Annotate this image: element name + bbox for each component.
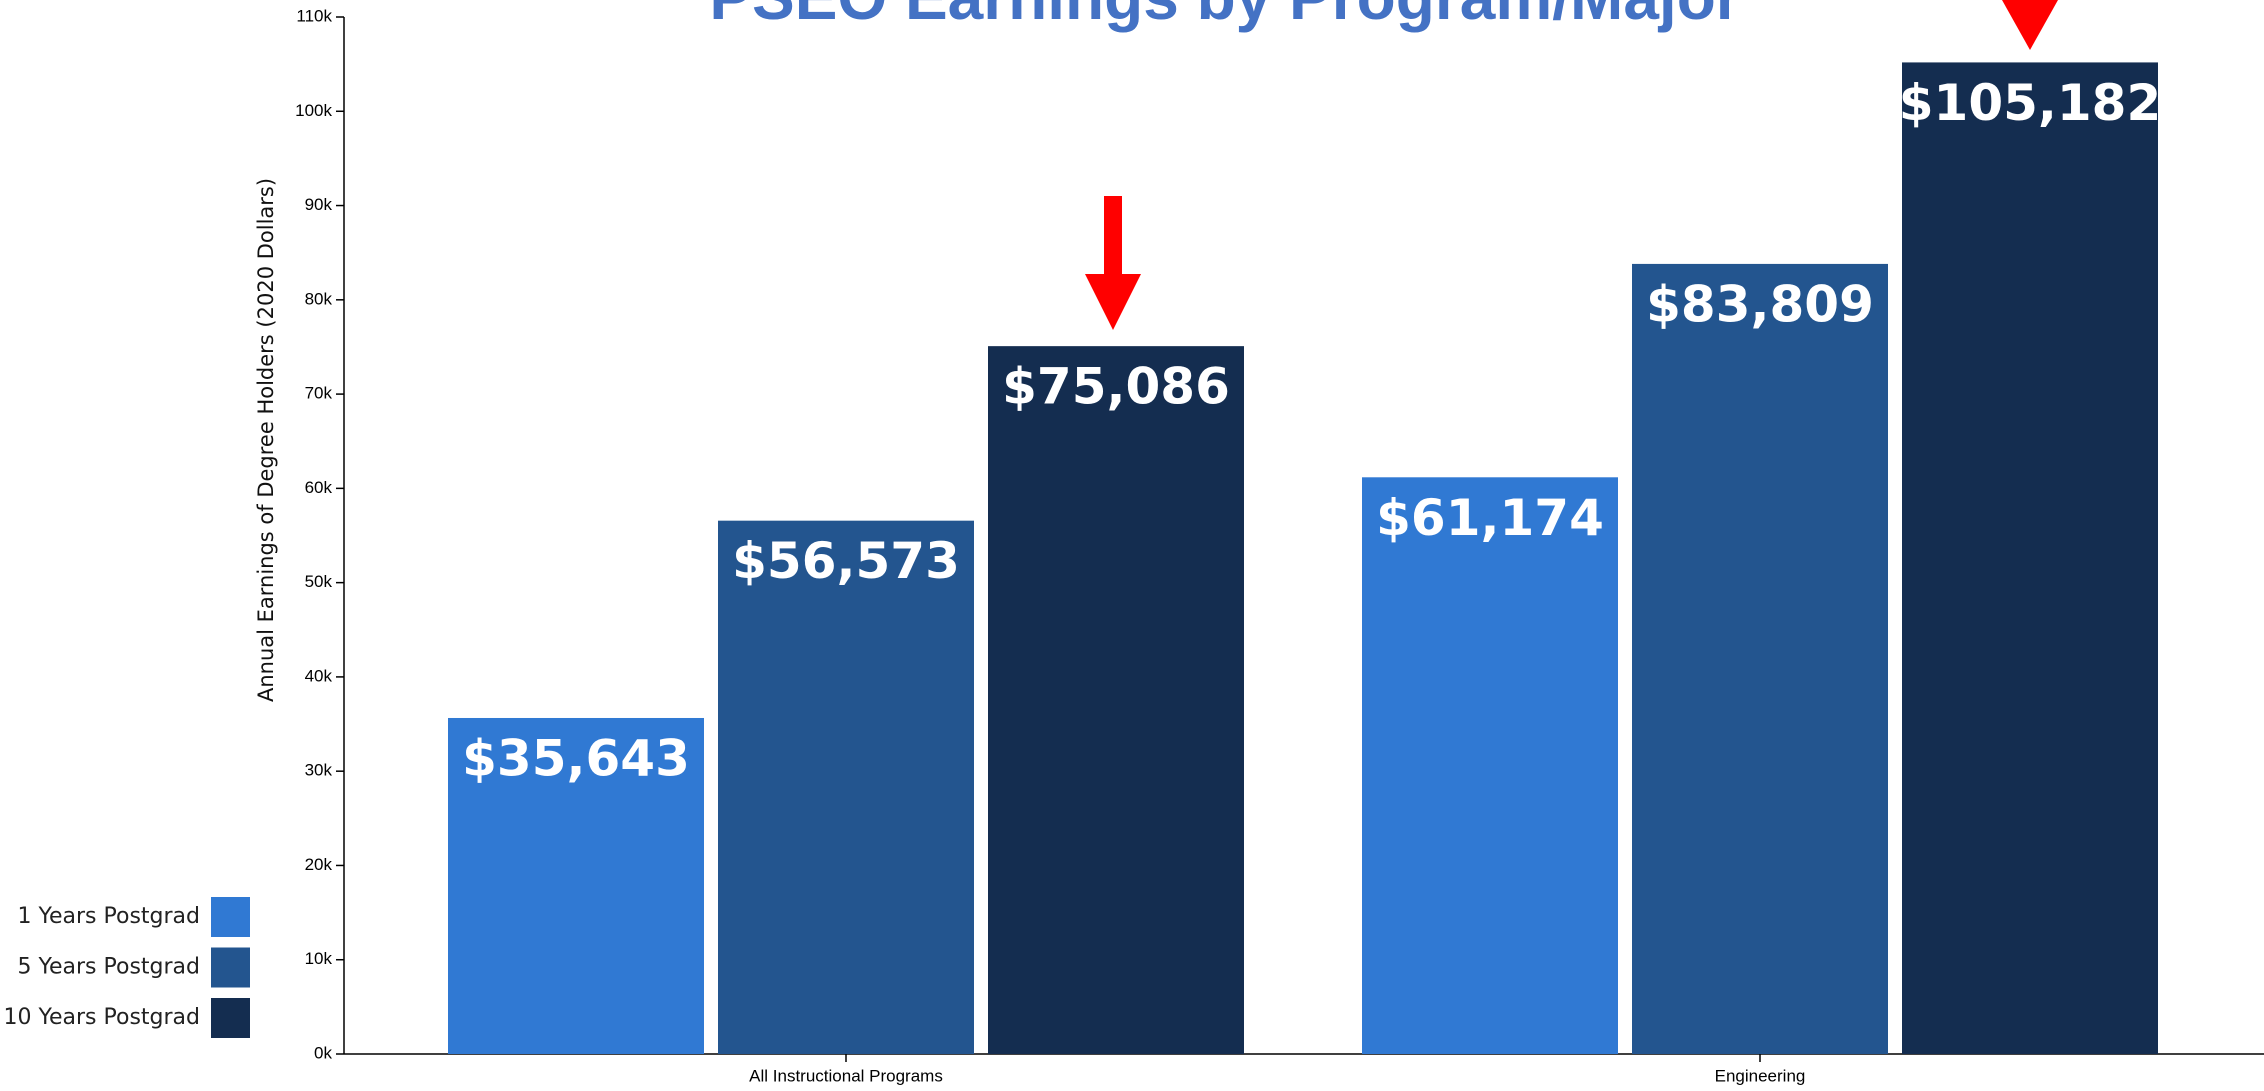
chart-title: PSEO Earnings by Program/Major xyxy=(709,0,1740,33)
legend-swatch xyxy=(211,947,250,988)
y-tick-label: 40k xyxy=(305,666,333,685)
value-label: $35,643 xyxy=(462,729,690,787)
value-label: $83,809 xyxy=(1646,275,1874,333)
y-tick-label: 70k xyxy=(305,384,333,403)
value-label: $56,573 xyxy=(732,532,960,590)
bar xyxy=(1632,263,1888,1055)
x-tick-label: All Instructional Programs xyxy=(749,1066,943,1085)
y-tick-label: 10k xyxy=(305,949,333,968)
legend-label: 10 Years Postgrad xyxy=(3,1005,200,1030)
value-label: $75,086 xyxy=(1002,358,1230,416)
y-tick-label: 60k xyxy=(305,478,333,497)
bar xyxy=(718,520,974,1054)
value-label: $61,174 xyxy=(1376,489,1604,547)
legend-label: 1 Years Postgrad xyxy=(17,904,200,929)
y-tick-label: 110k xyxy=(296,6,332,25)
y-tick-label: 100k xyxy=(295,101,332,120)
legend-swatch xyxy=(211,998,250,1038)
y-tick-label: 20k xyxy=(305,855,333,874)
y-axis-label: Annual Earnings of Degree Holders (2020 … xyxy=(254,178,278,702)
annotation-arrow xyxy=(2002,0,2058,50)
bar xyxy=(448,717,704,1054)
y-tick-label: 30k xyxy=(305,761,333,780)
y-tick-label: 0k xyxy=(314,1043,332,1062)
bar xyxy=(988,346,1244,1054)
value-label: $105,182 xyxy=(1899,74,2162,132)
x-tick-label: Engineering xyxy=(1715,1066,1806,1085)
y-tick-label: 50k xyxy=(305,572,333,591)
legend-label: 5 Years Postgrad xyxy=(17,955,200,980)
bar xyxy=(1902,62,2158,1055)
y-tick-label: 90k xyxy=(305,195,333,214)
bar xyxy=(1362,477,1618,1054)
y-tick-label: 80k xyxy=(305,289,333,308)
annotation-arrow xyxy=(1085,196,1141,330)
legend-swatch xyxy=(211,897,250,937)
